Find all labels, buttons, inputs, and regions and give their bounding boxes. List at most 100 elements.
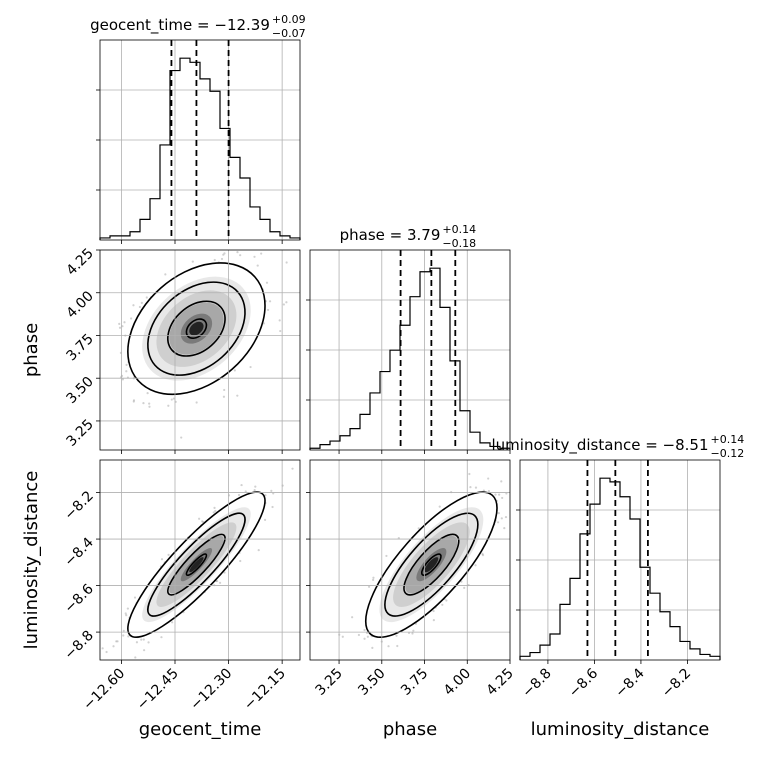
sample-point bbox=[126, 607, 129, 610]
sample-point bbox=[357, 633, 361, 637]
sample-point bbox=[253, 255, 256, 258]
histogram-geocent_time bbox=[99, 57, 301, 240]
sample-point bbox=[396, 644, 399, 648]
x-tick-label: 4.00 bbox=[441, 666, 474, 699]
panel-frame-phase-luminosity_distance bbox=[309, 459, 511, 661]
y-tick-label: 4.00 bbox=[63, 288, 96, 321]
sample-point bbox=[237, 493, 241, 497]
sample-point bbox=[385, 554, 388, 558]
sample-point bbox=[395, 634, 398, 637]
contour-level bbox=[185, 553, 208, 577]
sample-point bbox=[501, 496, 504, 500]
sample-point bbox=[191, 260, 194, 263]
sample-point bbox=[432, 618, 435, 622]
density-shade bbox=[189, 557, 204, 573]
y-tick-label: −8.4 bbox=[61, 535, 96, 570]
panel-title-upper-error: +0.09 bbox=[272, 13, 306, 26]
sample-point bbox=[244, 490, 247, 493]
sample-point bbox=[271, 505, 274, 509]
sample-point bbox=[123, 321, 126, 324]
sample-point bbox=[240, 483, 243, 487]
sample-point bbox=[266, 308, 270, 312]
sample-point bbox=[279, 329, 282, 333]
sample-point bbox=[372, 576, 375, 579]
sample-point bbox=[387, 645, 390, 648]
sample-point bbox=[363, 637, 366, 640]
density-panel-geocent_time-phase bbox=[118, 251, 288, 439]
panel-title-lower-error: −0.12 bbox=[711, 447, 745, 460]
sample-point bbox=[253, 488, 256, 492]
sample-point bbox=[222, 253, 225, 256]
sample-point bbox=[223, 252, 226, 255]
contour-level bbox=[127, 262, 266, 396]
histogram-luminosity_distance bbox=[519, 477, 721, 660]
sample-point bbox=[285, 301, 288, 304]
panel-title-luminosity_distance: luminosity_distance = −8.51 bbox=[491, 436, 708, 455]
sample-point bbox=[256, 264, 259, 267]
sample-point bbox=[116, 640, 119, 643]
sample-point bbox=[223, 388, 226, 392]
x-axis-label-luminosity-distance: luminosity_distance bbox=[531, 719, 710, 740]
sample-point bbox=[170, 398, 173, 401]
sample-point bbox=[351, 616, 354, 619]
density-shade bbox=[189, 321, 204, 336]
sample-point bbox=[142, 402, 145, 405]
sample-point bbox=[214, 509, 217, 513]
sample-point bbox=[366, 635, 369, 638]
sample-point bbox=[494, 493, 497, 496]
sample-point bbox=[160, 558, 164, 561]
sample-point bbox=[249, 365, 252, 369]
sample-point bbox=[353, 664, 355, 666]
sample-point bbox=[122, 634, 125, 637]
sample-point bbox=[142, 638, 145, 641]
sample-point bbox=[171, 621, 174, 624]
sample-point bbox=[112, 645, 115, 648]
sample-point bbox=[481, 552, 484, 555]
sample-point bbox=[121, 325, 124, 328]
sample-point bbox=[239, 559, 242, 563]
density-panel-geocent_time-luminosity_distance bbox=[101, 467, 294, 659]
sample-point bbox=[463, 586, 466, 589]
sample-point bbox=[254, 485, 257, 488]
sample-point bbox=[487, 490, 491, 493]
sample-point bbox=[474, 486, 478, 489]
y-tick-label: 3.50 bbox=[63, 374, 96, 407]
contour-level bbox=[384, 512, 479, 617]
sample-point bbox=[487, 477, 490, 480]
sample-point bbox=[220, 257, 224, 261]
density-panel-phase-luminosity_distance bbox=[338, 431, 536, 666]
x-tick-label: −12.45 bbox=[134, 666, 182, 714]
sample-point bbox=[212, 511, 215, 514]
contour-level bbox=[127, 491, 266, 639]
x-tick-label: −12.60 bbox=[80, 666, 128, 714]
sample-point bbox=[101, 647, 104, 650]
sample-point bbox=[236, 251, 239, 254]
sample-point bbox=[469, 486, 472, 489]
sample-point bbox=[127, 635, 130, 638]
y-axis-label-luminosity-distance: luminosity_distance bbox=[21, 471, 42, 650]
sample-point bbox=[172, 397, 175, 400]
sample-point bbox=[496, 521, 500, 524]
density-layer bbox=[101, 251, 536, 666]
sample-point bbox=[239, 254, 242, 257]
sample-point bbox=[534, 431, 536, 433]
panel-frame-geocent_time-luminosity_distance bbox=[99, 459, 301, 661]
sample-point bbox=[105, 650, 108, 654]
histogram-phase bbox=[309, 267, 511, 450]
sample-point bbox=[236, 394, 239, 397]
sample-point bbox=[213, 506, 216, 509]
x-tick-label: −12.15 bbox=[241, 666, 289, 714]
sample-point bbox=[371, 646, 374, 649]
sample-point bbox=[115, 640, 118, 643]
panel-title-upper-error: +0.14 bbox=[711, 433, 745, 446]
sample-point bbox=[195, 401, 198, 404]
sample-point bbox=[124, 612, 127, 615]
sample-point bbox=[372, 578, 375, 581]
sample-point bbox=[125, 370, 128, 373]
sample-point bbox=[147, 641, 150, 644]
data-layer bbox=[99, 40, 721, 660]
sample-point bbox=[180, 436, 183, 439]
contour-level bbox=[185, 318, 208, 340]
panel-title-lower-error: −0.07 bbox=[272, 27, 306, 40]
y-tick-label: 3.25 bbox=[63, 416, 96, 449]
